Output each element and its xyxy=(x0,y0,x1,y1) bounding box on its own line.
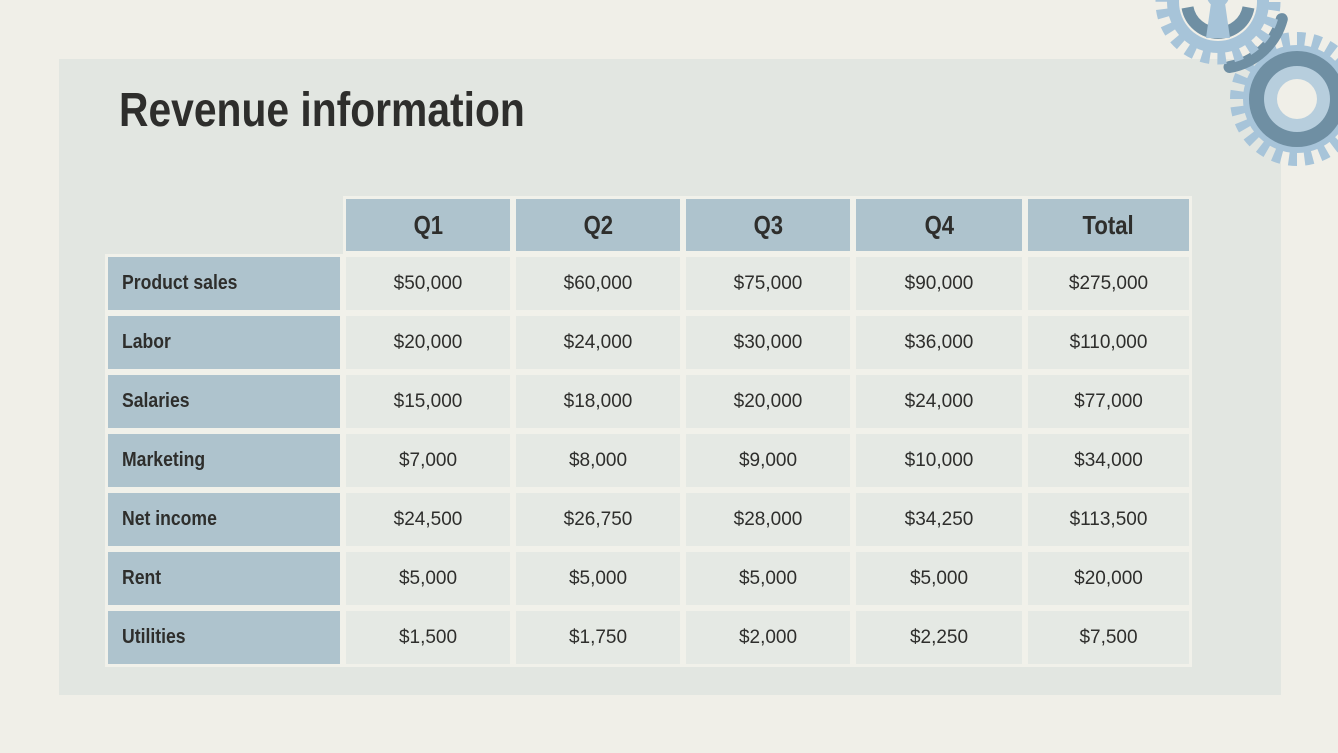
table-cell: $18,000 xyxy=(513,372,683,431)
table-cell: $36,000 xyxy=(853,313,1025,372)
table-cell: $2,000 xyxy=(683,608,853,667)
row-label-text: Labor xyxy=(122,331,171,353)
table-cell: $5,000 xyxy=(513,549,683,608)
table-cell: $5,000 xyxy=(343,549,513,608)
gears-decoration xyxy=(1155,0,1338,166)
column-header-q4: Q4 xyxy=(853,196,1025,254)
gear-icon xyxy=(1230,32,1338,166)
row-label-text: Net income xyxy=(122,508,217,530)
table-cell: $90,000 xyxy=(853,254,1025,313)
row-label-labor: Labor xyxy=(105,313,343,372)
page-title: Revenue information xyxy=(119,84,525,137)
column-header-total: Total xyxy=(1025,196,1192,254)
table-cell: $1,750 xyxy=(513,608,683,667)
gear-shadow-arc xyxy=(1223,13,1288,73)
column-header-label: Q4 xyxy=(924,209,954,240)
column-header-label: Total xyxy=(1082,209,1135,240)
row-label-text: Utilities xyxy=(122,626,186,648)
gear-icon xyxy=(1155,0,1281,65)
table-corner-cell xyxy=(105,196,343,254)
table-cell: $24,000 xyxy=(513,313,683,372)
row-label-text: Product sales xyxy=(122,272,238,294)
row-label-net-income: Net income xyxy=(105,490,343,549)
table-cell: $9,000 xyxy=(683,431,853,490)
table-cell: $5,000 xyxy=(853,549,1025,608)
row-label-marketing: Marketing xyxy=(105,431,343,490)
row-label-product-sales: Product sales xyxy=(105,254,343,313)
table-cell: $8,000 xyxy=(513,431,683,490)
table-cell: $20,000 xyxy=(683,372,853,431)
table-cell: $5,000 xyxy=(683,549,853,608)
table-cell: $28,000 xyxy=(683,490,853,549)
table-cell: $30,000 xyxy=(683,313,853,372)
column-header-label: Q1 xyxy=(413,209,443,240)
table-cell: $7,000 xyxy=(343,431,513,490)
slide: Revenue information Q1 Q2 Q3 Q4 Total Pr… xyxy=(59,59,1281,695)
table-cell: $15,000 xyxy=(343,372,513,431)
column-header-q3: Q3 xyxy=(683,196,853,254)
table-cell: $50,000 xyxy=(343,254,513,313)
table-cell: $20,000 xyxy=(343,313,513,372)
table-cell: $34,000 xyxy=(1025,431,1192,490)
table-cell: $2,250 xyxy=(853,608,1025,667)
table-cell: $10,000 xyxy=(853,431,1025,490)
table-cell: $77,000 xyxy=(1025,372,1192,431)
table-cell: $75,000 xyxy=(683,254,853,313)
table-cell: $110,000 xyxy=(1025,313,1192,372)
table-cell: $7,500 xyxy=(1025,608,1192,667)
column-header-label: Q3 xyxy=(753,209,783,240)
row-label-text: Marketing xyxy=(122,449,206,471)
table-cell: $113,500 xyxy=(1025,490,1192,549)
table-cell: $24,500 xyxy=(343,490,513,549)
row-label-rent: Rent xyxy=(105,549,343,608)
table-cell: $20,000 xyxy=(1025,549,1192,608)
row-label-text: Rent xyxy=(122,567,162,589)
column-header-q1: Q1 xyxy=(343,196,513,254)
table-cell: $26,750 xyxy=(513,490,683,549)
table-cell: $1,500 xyxy=(343,608,513,667)
table-cell: $34,250 xyxy=(853,490,1025,549)
revenue-table: Q1 Q2 Q3 Q4 Total Product sales $50,000 … xyxy=(105,196,1192,667)
column-header-label: Q2 xyxy=(583,209,613,240)
table-cell: $60,000 xyxy=(513,254,683,313)
column-header-q2: Q2 xyxy=(513,196,683,254)
row-label-salaries: Salaries xyxy=(105,372,343,431)
row-label-text: Salaries xyxy=(122,390,190,412)
table-cell: $275,000 xyxy=(1025,254,1192,313)
table-cell: $24,000 xyxy=(853,372,1025,431)
row-label-utilities: Utilities xyxy=(105,608,343,667)
